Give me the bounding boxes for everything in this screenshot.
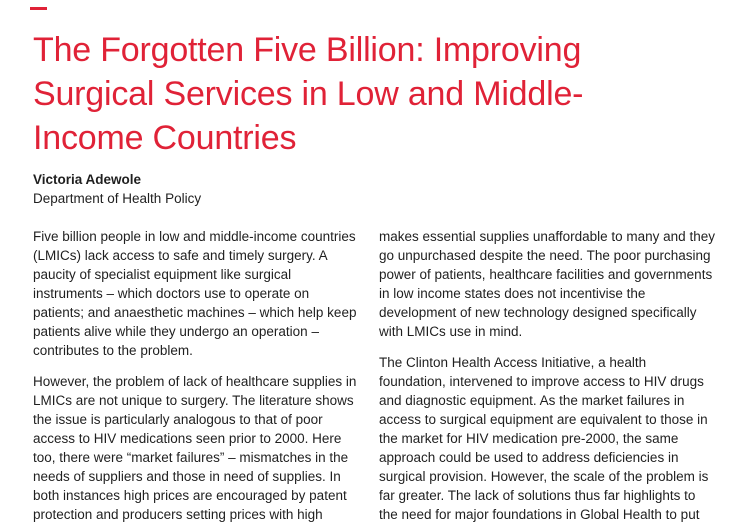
paragraph: The Clinton Health Access Initiative, a … (379, 355, 709, 528)
article-body: Five billion people in low and middle-in… (0, 208, 747, 528)
paragraph: However, the problem of lack of healthca… (33, 374, 357, 528)
paragraph: makes essential supplies unaffordable to… (379, 229, 715, 339)
column-right: makes essential supplies unaffordable to… (379, 227, 716, 528)
page-title: The Forgotten Five Billion: Improving Su… (33, 31, 584, 157)
article-header: The Forgotten Five Billion: Improving Su… (0, 0, 747, 208)
author-name: Victoria Adewole (33, 172, 142, 187)
page-accent-dash (30, 7, 47, 10)
paragraph: Five billion people in low and middle-in… (33, 229, 357, 358)
author-department: Department of Health Policy (33, 191, 202, 206)
byline: Victoria Adewole Department of Health Po… (33, 170, 714, 208)
column-left: Five billion people in low and middle-in… (33, 227, 363, 528)
